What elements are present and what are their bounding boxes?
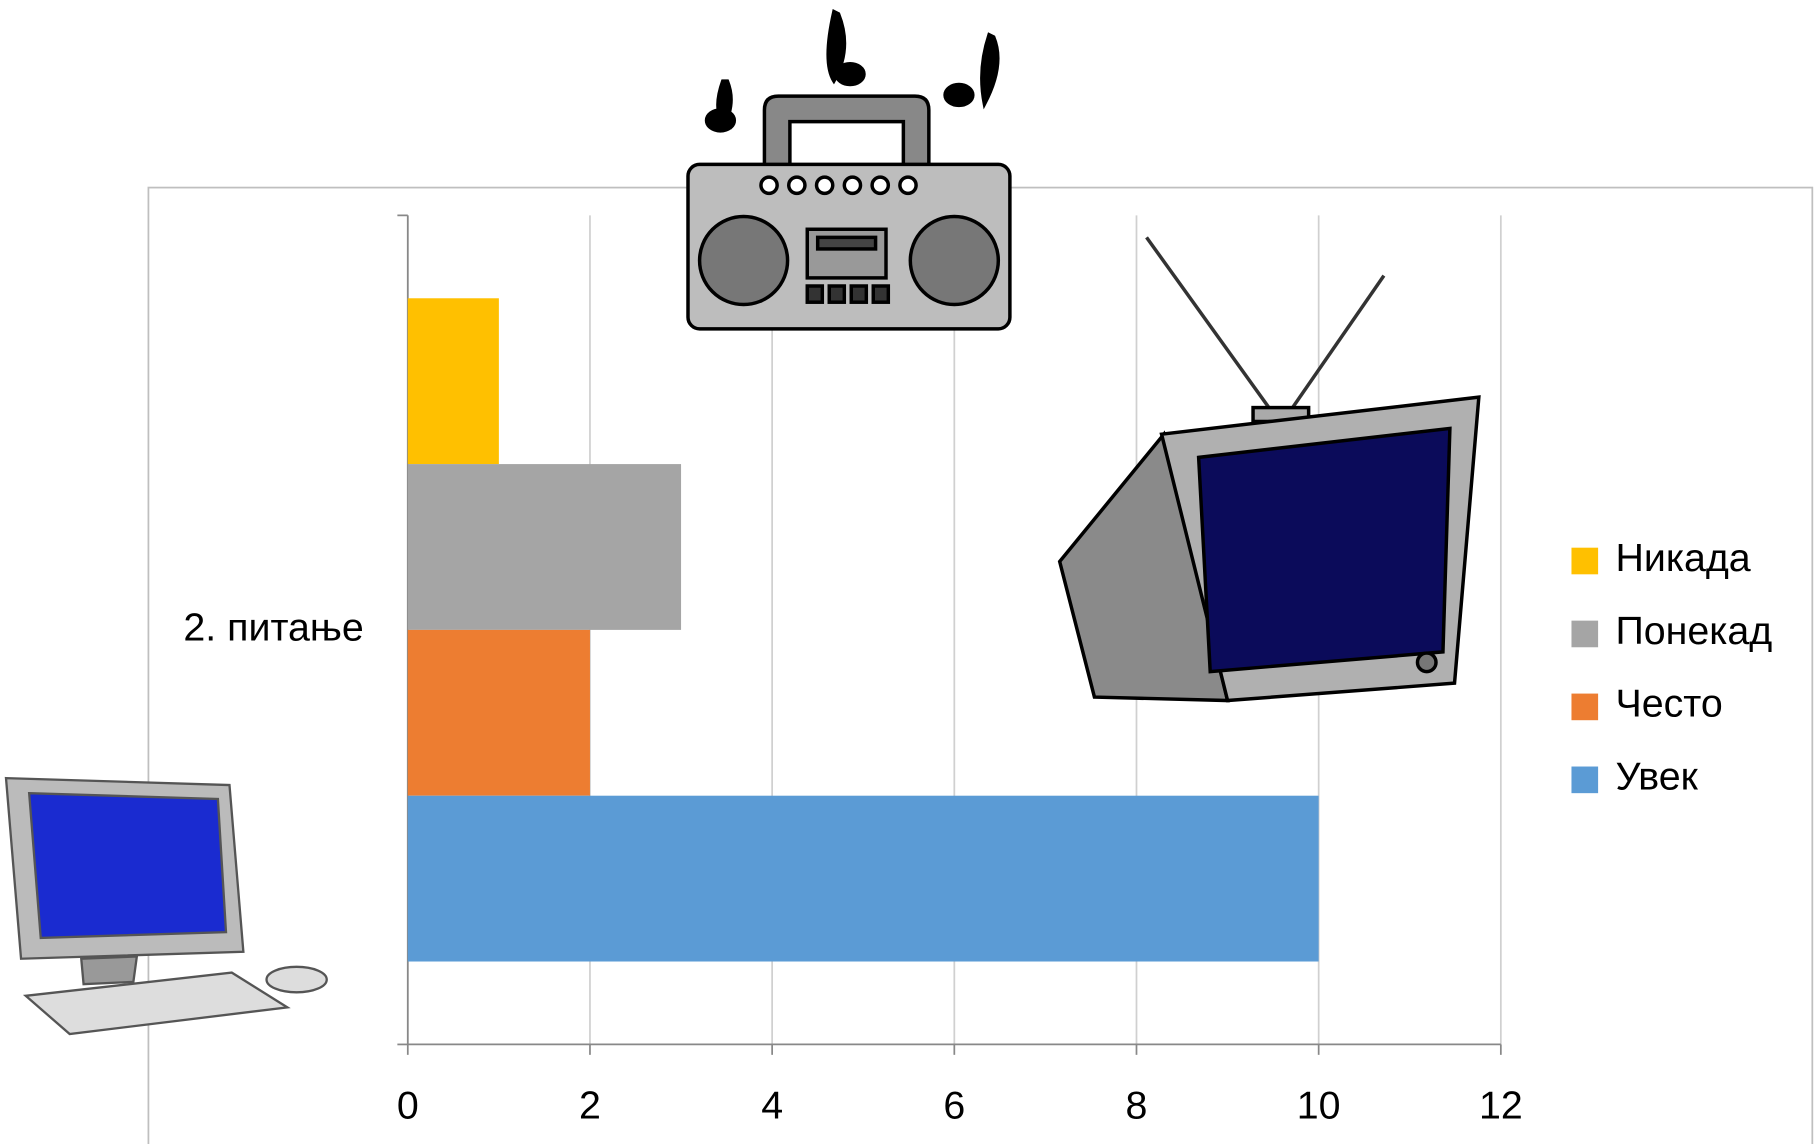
bar: [407, 464, 682, 630]
bar: [407, 298, 499, 465]
tv-illustration: [1057, 236, 1481, 703]
x-tick-label: 2: [579, 1083, 601, 1127]
legend-swatch: [1571, 693, 1599, 721]
legend-swatch: [1571, 620, 1599, 648]
computer-illustration: [4, 776, 328, 1036]
legend-label: Никада: [1615, 536, 1750, 580]
legend-label: Увек: [1615, 755, 1698, 799]
plot-frame: [147, 186, 1814, 1144]
x-tick-label: 8: [1126, 1083, 1148, 1127]
x-tick-label: 4: [761, 1083, 783, 1127]
x-tick-label: 12: [1479, 1083, 1523, 1127]
x-tick-label: 10: [1297, 1083, 1341, 1127]
x-tick-label: 0: [397, 1083, 419, 1127]
boombox-illustration: [686, 9, 1012, 331]
legend-label: Често: [1615, 682, 1722, 726]
bar: [407, 795, 1319, 962]
legend-swatch: [1571, 766, 1599, 794]
legend-swatch: [1571, 547, 1599, 575]
y-tick-label: 2. питање: [183, 605, 363, 649]
x-tick-label: 6: [943, 1083, 965, 1127]
bar: [407, 629, 590, 796]
plot-area: 0 2 4 6 8 10 12 2. питање Никада Понекад Често Увек: [183, 214, 1772, 1127]
legend-label: Понекад: [1615, 609, 1772, 653]
